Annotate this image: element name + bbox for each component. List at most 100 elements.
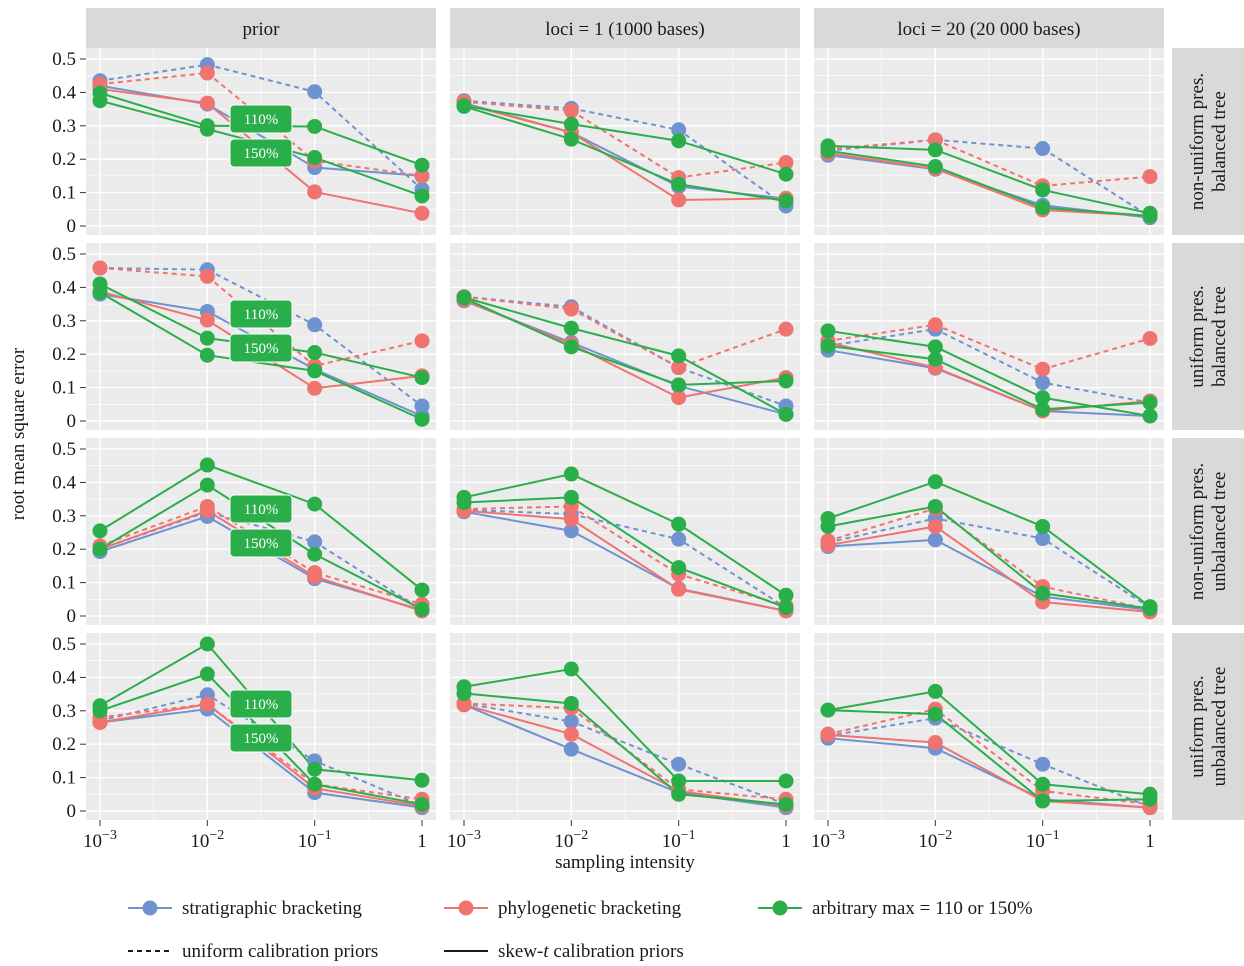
data-point-arb	[414, 772, 430, 788]
data-point-arb	[1035, 793, 1051, 809]
y-tick-label: 0.1	[52, 378, 76, 399]
series-line-strat	[99, 84, 423, 177]
series-line-phylo	[827, 733, 1151, 809]
data-point-phylo	[199, 268, 215, 284]
row-strip	[1172, 48, 1244, 235]
data-point-arb	[671, 133, 687, 149]
data-point-phylo	[563, 103, 579, 119]
badge-label: 150%	[244, 341, 279, 357]
series-line-arb	[463, 692, 787, 806]
series-line-strat	[827, 538, 1151, 611]
panel	[450, 48, 800, 235]
y-tick-label: 0	[67, 411, 77, 432]
legend-label: arbitrary max = 110 or 150%	[812, 898, 1033, 919]
data-point-arb	[414, 157, 430, 173]
column-strip	[86, 8, 436, 48]
badge-label: 150%	[244, 536, 279, 552]
data-point-arb	[307, 363, 323, 379]
data-point-phylo	[671, 581, 687, 597]
data-point-arb	[307, 761, 323, 777]
data-point-phylo	[563, 726, 579, 742]
series-line-arb	[827, 144, 1151, 215]
data-point-strat	[1035, 141, 1051, 157]
data-point-phylo	[199, 503, 215, 519]
data-point-strat	[307, 317, 323, 333]
data-point-arb	[1035, 518, 1051, 534]
data-point-arb	[927, 498, 943, 514]
data-point-strat	[1035, 531, 1051, 547]
y-tick-label: 0.1	[52, 183, 76, 204]
x-tick-label: 10−2	[918, 828, 952, 852]
data-point-arb	[307, 118, 323, 134]
data-point-arb	[92, 93, 108, 109]
data-point-arb	[820, 323, 836, 339]
data-point-arb	[199, 457, 215, 473]
series-line-strat	[463, 99, 787, 207]
badge-box	[229, 333, 293, 363]
x-tick-label: 10−2	[190, 828, 224, 852]
data-point-phylo	[1142, 169, 1158, 185]
data-point-arb	[307, 776, 323, 792]
column-strip	[450, 8, 800, 48]
legend-key-point	[772, 900, 788, 916]
data-point-phylo	[307, 184, 323, 200]
data-point-arb	[414, 582, 430, 598]
data-point-arb	[778, 796, 794, 812]
legend-key-point	[458, 900, 474, 916]
series-line-arb	[463, 105, 787, 202]
y-tick-label: 0.2	[52, 539, 76, 560]
data-point-arb	[778, 373, 794, 389]
series-line-arb	[827, 709, 1151, 802]
y-tick-label: 0.5	[52, 439, 76, 460]
legend-label: uniform calibration priors	[182, 941, 378, 962]
row-strip-label: unbalanced tree	[1209, 472, 1230, 592]
series-line-arb	[463, 104, 787, 176]
row-strip-label: non-uniform pres.	[1187, 463, 1208, 600]
y-tick-label: 0.3	[52, 311, 76, 332]
row-strip-label: balanced tree	[1209, 91, 1230, 192]
data-point-phylo	[199, 95, 215, 111]
data-point-arb	[820, 338, 836, 354]
series-line-phylo	[463, 509, 787, 612]
row-strip-label: non-uniform pres.	[1187, 73, 1208, 210]
data-point-phylo	[671, 192, 687, 208]
data-point-arb	[199, 477, 215, 493]
x-tick-label: 1	[417, 831, 427, 852]
legend-label: phylogenetic bracketing	[498, 898, 682, 919]
panel: 110% 150%	[86, 48, 436, 235]
data-point-arb	[671, 377, 687, 393]
data-point-arb	[671, 786, 687, 802]
x-tick-label: 10−3	[811, 828, 845, 852]
series-line-phylo	[827, 708, 1151, 806]
series-line-arb	[827, 480, 1151, 608]
data-point-arb	[456, 685, 472, 701]
data-point-phylo	[671, 360, 687, 376]
data-point-phylo	[927, 317, 943, 333]
x-tick-label: 10−1	[298, 828, 332, 852]
badge-box	[229, 494, 293, 524]
series-line-phylo	[463, 100, 787, 179]
data-point-arb	[199, 347, 215, 363]
data-point-phylo	[820, 537, 836, 553]
badge-box	[229, 528, 293, 558]
column-strip-label: prior	[243, 19, 281, 40]
data-point-strat	[563, 713, 579, 729]
row-strip-label: balanced tree	[1209, 286, 1230, 387]
panel	[450, 438, 800, 625]
data-point-arb	[1035, 776, 1051, 792]
row-strip-label: uniform pres.	[1187, 285, 1208, 387]
data-point-arb	[778, 193, 794, 209]
series-line-strat	[463, 702, 787, 806]
x-tick-label: 1	[781, 831, 791, 852]
series-line-phylo	[463, 505, 787, 607]
data-point-arb	[927, 339, 943, 355]
data-point-arb	[820, 702, 836, 718]
data-point-arb	[671, 773, 687, 789]
y-tick-label: 0.3	[52, 116, 76, 137]
column-strip-label: loci = 1 (1000 bases)	[545, 19, 705, 40]
series-line-phylo	[99, 505, 423, 606]
data-point-arb	[456, 290, 472, 306]
legend: stratigraphic bracketing phylogenetic bra…	[128, 898, 1033, 962]
legend-label: stratigraphic bracketing	[182, 898, 362, 919]
panel: 110% 150%	[86, 438, 436, 625]
